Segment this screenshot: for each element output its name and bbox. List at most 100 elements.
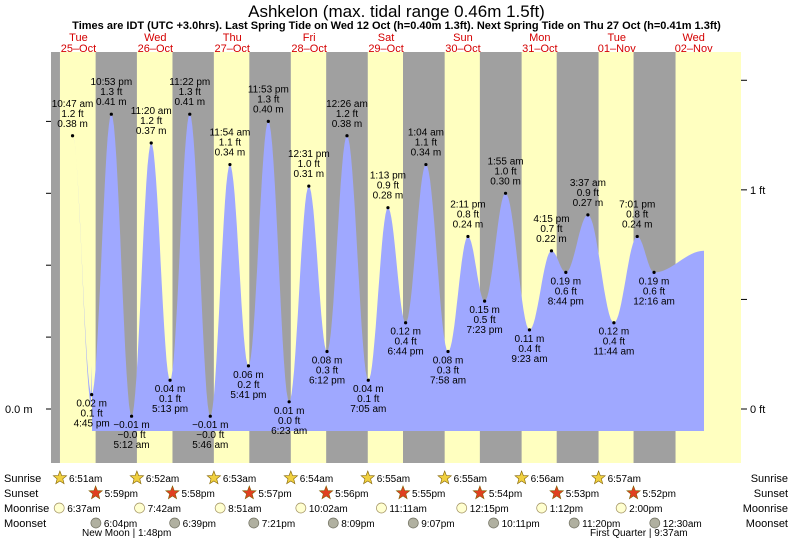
astro-row-label-left: Moonrise xyxy=(4,503,49,515)
tide-point xyxy=(70,134,75,138)
sunrise-icon xyxy=(283,470,299,485)
tide-height-ft: 0.6 ft xyxy=(643,286,665,297)
tide-height-ft: 0.3 ft xyxy=(316,365,338,376)
tide-point xyxy=(287,400,291,404)
tide-point xyxy=(325,349,329,354)
day-of-week-label: Fri xyxy=(303,32,316,44)
astro-row-label-right: Moonset xyxy=(746,518,788,530)
tide-time: 4:15 pm xyxy=(533,214,569,225)
moonset-icon xyxy=(327,517,339,529)
tide-height-ft: 1.0 ft xyxy=(494,166,516,177)
tide-height-ft: 0.4 ft xyxy=(394,337,416,348)
sunrise-icon xyxy=(129,470,145,485)
day-of-week-label: Mon xyxy=(529,32,550,44)
tide-height-m: 0.30 m xyxy=(490,176,521,187)
tide-height-ft: 0.1 ft xyxy=(357,394,379,405)
sunset-icon xyxy=(395,485,411,500)
sunset-icon xyxy=(241,485,257,500)
tide-height-m: 0.15 m xyxy=(469,305,500,316)
tide-height-ft: 0.2 ft xyxy=(237,380,259,391)
moonrise-icon xyxy=(295,502,307,514)
astro-row-label-left: Sunrise xyxy=(4,473,41,485)
moonrise-time: 2:00pm xyxy=(629,504,662,515)
tide-time: 7:23 pm xyxy=(467,325,503,336)
moonrise-time: 8:51am xyxy=(228,504,261,515)
sunrise-icon xyxy=(591,470,607,485)
day-of-week-label: Wed xyxy=(682,32,704,44)
tide-annotations: 10:47 am1.2 ft0.38 m0.02 m0.1 ft4:45 pm1… xyxy=(52,77,675,451)
tide-height-ft: 1.3 ft xyxy=(257,94,279,105)
sunrise-time: 6:55am xyxy=(454,474,487,485)
tide-time: 11:22 pm xyxy=(169,77,210,88)
moonrise-icon xyxy=(214,502,226,514)
tide-time: 9:23 am xyxy=(511,354,547,365)
sunrise-icon xyxy=(514,470,530,485)
astro-row-label-right: Moonrise xyxy=(743,503,788,515)
sunset-time: 5:55pm xyxy=(412,489,445,500)
date-label: 01–Nov xyxy=(598,43,636,55)
tide-height-ft: 0.0 ft xyxy=(278,416,300,427)
chart-subtitle: Times are IDT (UTC +3.0hrs). Last Spring… xyxy=(72,20,721,32)
tide-curve xyxy=(72,114,705,431)
tide-height-m: 0.12 m xyxy=(390,327,421,338)
tide-height-ft: 1.0 ft xyxy=(298,159,320,170)
tide-point xyxy=(446,349,450,354)
moonrise-time: 12:15pm xyxy=(470,504,509,515)
astro-row-label-right: Sunrise xyxy=(751,473,788,485)
moon-phase-first-quarter: First Quarter | 9:37am xyxy=(590,528,688,539)
tide-time: 6:12 pm xyxy=(309,375,345,386)
date-label: 29–Oct xyxy=(368,43,403,55)
tide-time: 1:04 am xyxy=(408,128,444,139)
tide-time: 7:05 am xyxy=(350,404,386,415)
tide-height-ft: 0.4 ft xyxy=(518,344,540,355)
moonset-time: 6:04pm xyxy=(104,519,137,530)
tide-height-ft: 1.1 ft xyxy=(219,138,241,149)
tide-height-m: 0.34 m xyxy=(215,148,246,159)
tide-point xyxy=(90,393,94,397)
tide-time: 7:58 am xyxy=(430,375,466,386)
tide-point xyxy=(503,191,508,195)
date-label: 25–Oct xyxy=(61,43,96,55)
tide-height-m: 0.12 m xyxy=(599,327,630,338)
moonset-time: 11:20pm xyxy=(582,519,620,530)
tide-time: 12:26 am xyxy=(326,99,368,110)
tide-point xyxy=(188,112,192,116)
moonset-time: 9:07pm xyxy=(421,519,454,530)
moonset-icon xyxy=(649,517,661,529)
tide-height-ft: 0.6 ft xyxy=(555,286,577,297)
tide-height-ft: −0.0 ft xyxy=(118,430,146,441)
tide-point xyxy=(612,321,616,325)
tide-height-m: 0.19 m xyxy=(551,276,582,287)
tide-height-m: 0.28 m xyxy=(373,191,404,202)
tide-height-m: 0.34 m xyxy=(411,148,442,159)
sunrise-icon xyxy=(206,470,222,485)
tide-point xyxy=(307,184,311,188)
tide-point xyxy=(366,378,370,382)
tide-area xyxy=(72,114,705,431)
tide-height-ft: 1.1 ft xyxy=(415,138,437,149)
moon-phase-new: New Moon | 1:48pm xyxy=(82,528,171,539)
moonrise-icon xyxy=(456,502,468,514)
tide-height-m: 0.41 m xyxy=(96,97,127,108)
tide-point xyxy=(549,249,554,253)
sunset-time: 5:53pm xyxy=(566,489,599,500)
tide-height-m: 0.38 m xyxy=(57,119,88,130)
right-axis-label: 0 ft xyxy=(750,404,765,416)
moonrise-time: 11:11am xyxy=(389,504,426,515)
tide-time: 11:54 am xyxy=(209,128,250,139)
tide-time: 2:11 pm xyxy=(450,199,485,210)
moonrise-icon xyxy=(134,502,145,514)
tide-height-m: 0.04 m xyxy=(353,384,384,395)
tide-time: 6:44 pm xyxy=(388,347,424,358)
date-label: 30–Oct xyxy=(445,43,480,55)
day-of-week-label: Tue xyxy=(69,32,88,44)
sunrise-time: 6:57am xyxy=(608,474,641,485)
moonrise-time: 6:37am xyxy=(67,504,100,515)
moonrise-icon xyxy=(536,502,548,514)
astro-row-label-left: Sunset xyxy=(4,488,38,500)
tide-time: 4:45 pm xyxy=(74,419,110,430)
tide-point xyxy=(109,112,113,116)
tide-point xyxy=(266,119,270,123)
right-axis-label: 1 ft xyxy=(750,185,765,197)
